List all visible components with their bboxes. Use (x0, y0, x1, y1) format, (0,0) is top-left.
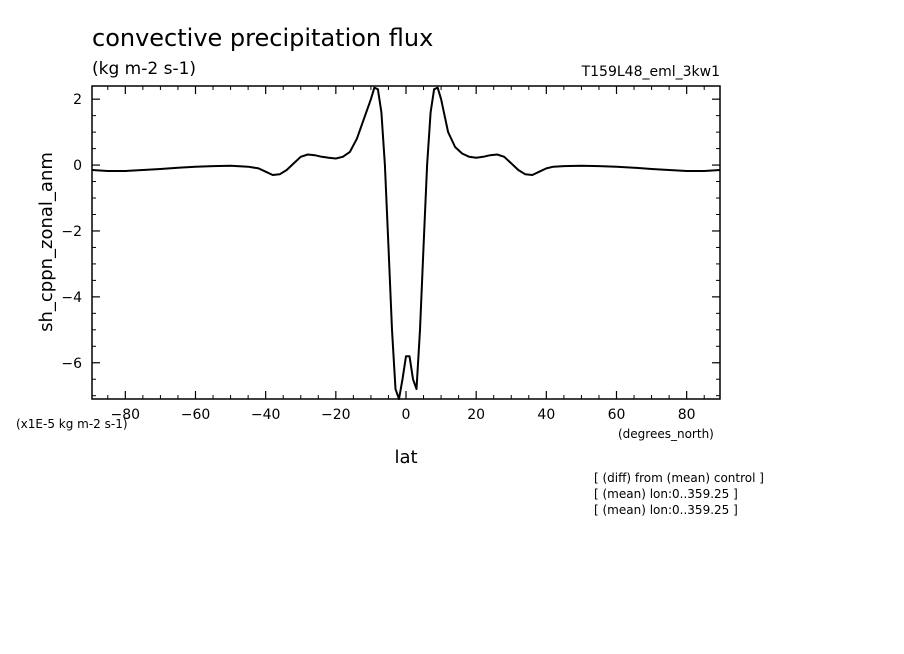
y-scale-note: (x1E-5 kg m-2 s-1) (16, 417, 128, 431)
x-tick-label: 20 (467, 407, 485, 423)
run-label: T159L48_eml_3kw1 (581, 64, 720, 80)
y-tick-labels: −6 −4 −2 0 2 (61, 92, 82, 372)
x-tick-label: 60 (608, 407, 626, 423)
y-tick-label: −2 (61, 224, 82, 240)
footnote-3: [ (mean) lon:0..359.25 ] (594, 503, 738, 517)
x-tick-label: 40 (537, 407, 555, 423)
x-tick-label: −80 (111, 407, 141, 423)
chart-subtitle: (kg m-2 s-1) (92, 59, 196, 79)
y-tick-label: 2 (73, 92, 82, 108)
x-tick-label: −40 (251, 407, 281, 423)
chart-title: convective precipitation flux (92, 24, 433, 52)
y-tick-marks (92, 98, 720, 397)
x-tick-marks (107, 86, 705, 399)
x-tick-label: 0 (402, 407, 411, 423)
x-axis-label: lat (394, 447, 417, 468)
x-tick-label: −60 (181, 407, 211, 423)
x-units-label: (degrees_north) (618, 427, 714, 441)
footnote-2: [ (mean) lon:0..359.25 ] (594, 487, 738, 501)
y-axis-label: sh_cppn_zonal_anm (36, 152, 57, 332)
y-tick-label: −6 (61, 356, 82, 372)
y-tick-label: −4 (61, 290, 82, 306)
x-tick-label: 80 (678, 407, 696, 423)
plot-frame (91, 85, 721, 400)
footnote-1: [ (diff) from (mean) control ] (594, 471, 764, 485)
series-line (91, 86, 721, 400)
x-tick-label: −20 (321, 407, 351, 423)
x-tick-labels: −80 −60 −40 −20 0 20 40 60 80 (111, 407, 696, 423)
y-tick-label: 0 (73, 158, 82, 174)
